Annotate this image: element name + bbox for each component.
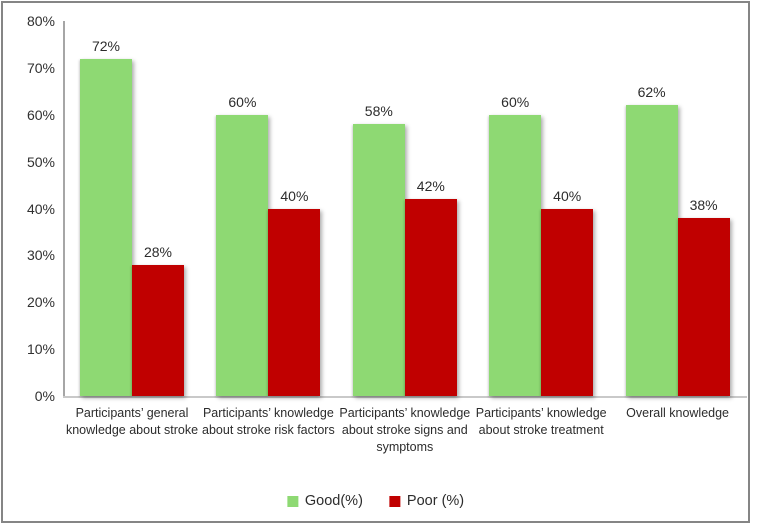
y-axis-tick-label: 60%	[26, 106, 55, 123]
bar-good	[216, 114, 269, 396]
data-label: 58%	[364, 103, 393, 120]
legend-swatch-good	[286, 495, 298, 507]
bar-poor	[404, 199, 457, 396]
bar-good	[625, 105, 678, 396]
y-axis-tick-label: 50%	[26, 153, 55, 170]
bar-poor	[541, 208, 594, 396]
bar-good	[489, 114, 542, 396]
y-axis-tick-label: 30%	[26, 247, 55, 264]
y-axis-tick-label: 70%	[26, 59, 55, 76]
category-label: Participants’ knowledge about stroke tre…	[475, 406, 607, 437]
legend-item-good: Good(%)	[286, 493, 363, 509]
data-label: 72%	[91, 37, 121, 54]
legend: Good(%) Poor (%)	[286, 493, 465, 509]
y-axis-tick-label: 80%	[26, 13, 55, 29]
data-label: 40%	[553, 187, 582, 204]
bar-poor	[268, 208, 321, 396]
y-axis-tick-label: 0%	[34, 388, 55, 404]
y-axis-tick-label: 20%	[26, 294, 55, 311]
chart-frame: 0% 10% 20% 30% 40% 50% 60% 70% 80% 72% 28% Particip…	[1, 1, 750, 523]
plot-area: 0% 10% 20% 30% 40% 50% 60% 70% 80% 72% 28% Particip…	[3, 3, 748, 521]
legend-label-good: Good(%)	[304, 493, 363, 509]
bar-poor	[677, 217, 730, 396]
data-label: 42%	[416, 178, 445, 195]
y-axis-tick-label: 40%	[26, 200, 55, 217]
category-label: Participants’ general knowledge about st…	[65, 406, 199, 437]
legend-label-poor: Poor (%)	[406, 493, 465, 509]
y-axis-tick-label: 10%	[26, 341, 55, 358]
category-label: Overall knowledge	[626, 406, 730, 420]
y-axis-line	[63, 21, 65, 398]
data-label: 62%	[637, 84, 666, 101]
data-label: 60%	[228, 93, 257, 110]
data-label: 38%	[689, 196, 718, 213]
category-label: Participants’ knowledge about stroke sig…	[339, 406, 471, 454]
legend-swatch-poor	[388, 495, 400, 507]
category-label: Participants’ knowledge about stroke ris…	[202, 406, 335, 437]
x-axis-line	[63, 396, 747, 398]
data-label: 28%	[143, 243, 173, 260]
bar-good	[352, 124, 405, 396]
legend-item-poor: Poor (%)	[388, 493, 465, 509]
data-label: 60%	[501, 93, 530, 110]
data-label: 40%	[280, 187, 309, 204]
bar-poor	[132, 264, 184, 396]
bar-good	[80, 58, 132, 396]
